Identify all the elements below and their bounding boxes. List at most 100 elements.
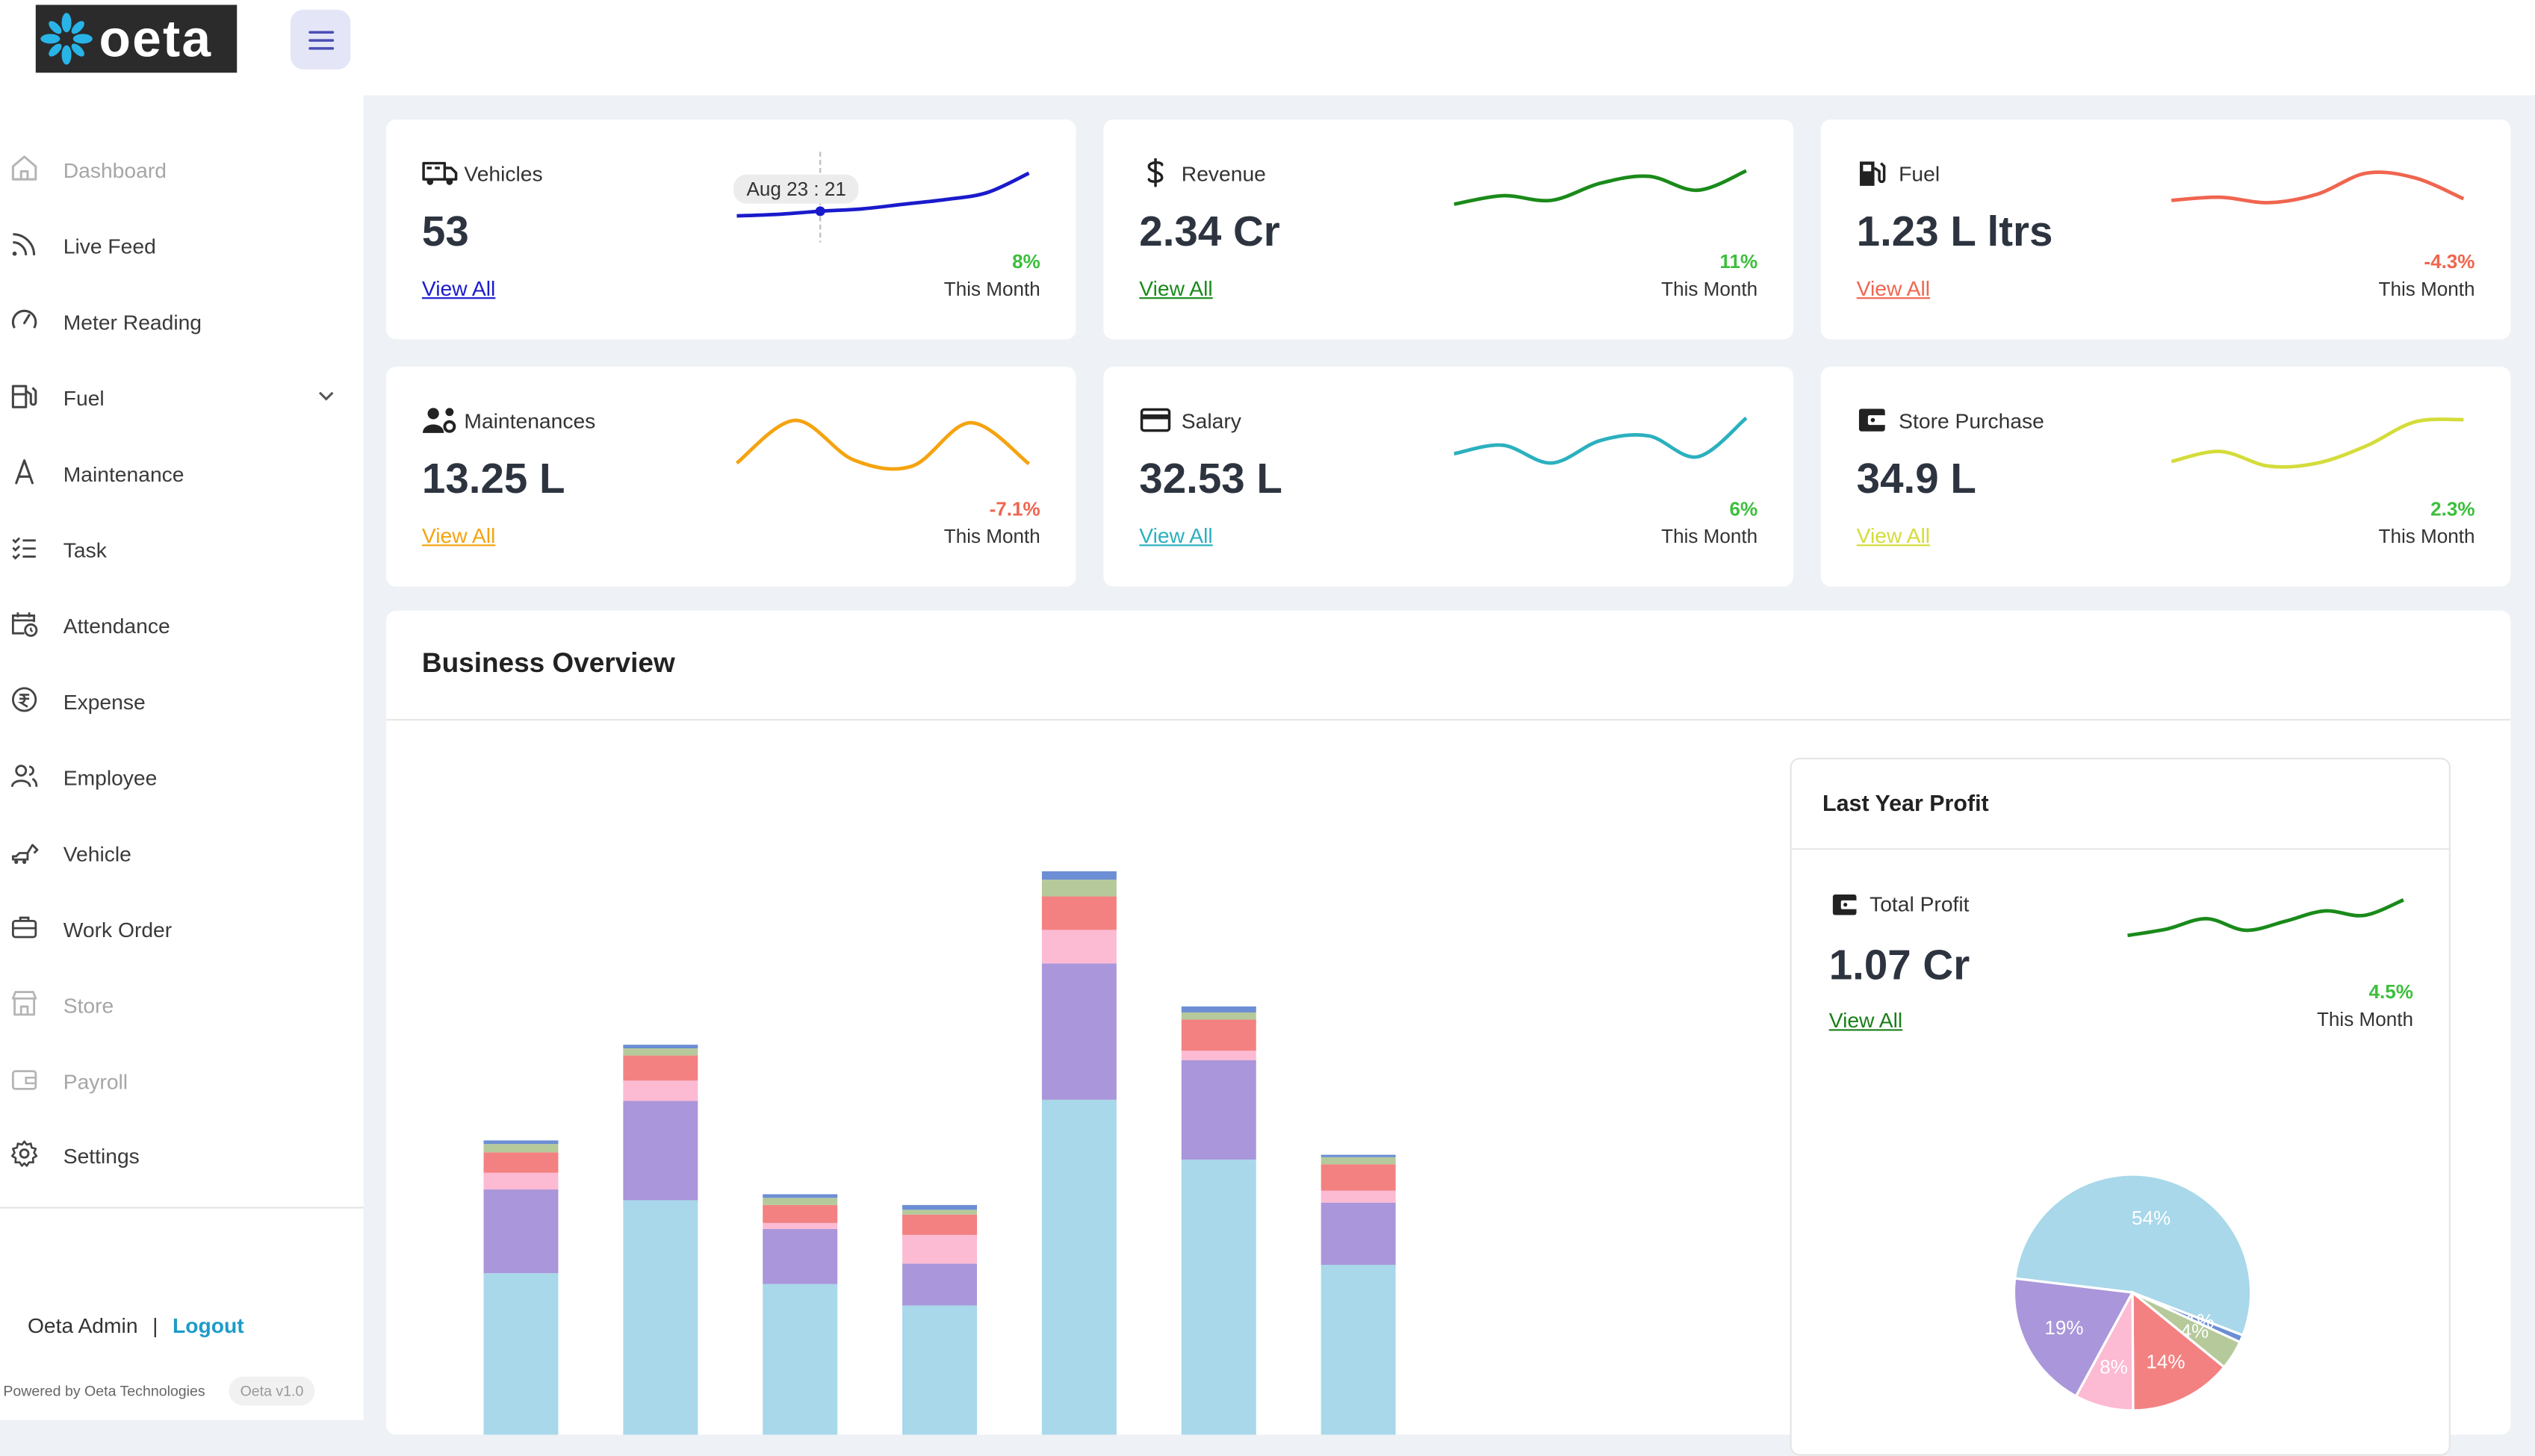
- brand-logo[interactable]: oeta: [35, 4, 238, 73]
- sparkline[interactable]: [2124, 882, 2416, 962]
- bar-segment[interactable]: [483, 1140, 559, 1145]
- bar-segment[interactable]: [1321, 1157, 1396, 1165]
- bar-segment[interactable]: [763, 1194, 838, 1198]
- brand-name: oeta: [99, 9, 213, 68]
- sparkline[interactable]: [1445, 152, 1753, 249]
- card-title: Maintenances: [464, 408, 596, 433]
- bar-segment[interactable]: [483, 1189, 559, 1274]
- bar-segment[interactable]: [1041, 930, 1117, 964]
- view-all-link[interactable]: View All: [1856, 276, 1931, 301]
- sidebar-item-label: Fuel: [63, 385, 105, 410]
- sparkline[interactable]: [2162, 399, 2470, 496]
- bar-segment[interactable]: [1181, 1060, 1256, 1160]
- home-icon: [11, 155, 37, 181]
- bar-segment[interactable]: [1041, 963, 1117, 1100]
- business-overview-chart[interactable]: [386, 611, 1782, 1435]
- bar-segment[interactable]: [902, 1210, 978, 1215]
- sidebar-item-work-order[interactable]: Work Order: [0, 897, 364, 962]
- bar-segment[interactable]: [763, 1284, 838, 1435]
- bar-segment[interactable]: [763, 1204, 838, 1223]
- view-all-link[interactable]: View All: [1828, 1008, 1903, 1033]
- sparkline[interactable]: [1445, 399, 1753, 496]
- card-value: 13.25 L: [421, 454, 565, 503]
- bar-segment[interactable]: [902, 1234, 978, 1264]
- sidebar-item-payroll[interactable]: Payroll: [0, 1048, 364, 1113]
- bar-segment[interactable]: [902, 1263, 978, 1306]
- sidebar-item-label: Payroll: [63, 1068, 128, 1093]
- bar-segment[interactable]: [623, 1055, 698, 1081]
- bar-segment[interactable]: [623, 1080, 698, 1101]
- pie-slice[interactable]: [2013, 1173, 2253, 1337]
- bar-segment[interactable]: [1321, 1154, 1396, 1157]
- bar-segment[interactable]: [1181, 1006, 1256, 1012]
- bar-segment[interactable]: [763, 1222, 838, 1229]
- bar-segment[interactable]: [902, 1214, 978, 1235]
- card-value: 2.34 Cr: [1139, 206, 1280, 255]
- bar-segment[interactable]: [1321, 1164, 1396, 1191]
- view-all-link[interactable]: View All: [421, 276, 496, 301]
- sparkline-series: [735, 418, 1031, 471]
- bar-segment[interactable]: [623, 1200, 698, 1435]
- profit-pie-chart[interactable]: 54%1%4%14%8%19%: [2002, 1163, 2262, 1422]
- bar-segment[interactable]: [1041, 1099, 1117, 1435]
- pie-slice[interactable]: [2131, 1289, 2227, 1412]
- sidebar-item-live-feed[interactable]: Live Feed: [0, 214, 364, 279]
- version-badge: Oeta v1.0: [229, 1376, 315, 1406]
- bar-segment[interactable]: [763, 1228, 838, 1284]
- bar-segment[interactable]: [1321, 1202, 1396, 1265]
- sidebar-item-settings[interactable]: Settings: [0, 1123, 364, 1188]
- gear-icon: [10, 1140, 38, 1167]
- logout-link[interactable]: Logout: [173, 1313, 244, 1338]
- sidebar-item-vehicle[interactable]: Vehicle: [0, 821, 364, 886]
- view-all-link[interactable]: View All: [421, 523, 496, 548]
- menu-toggle-button[interactable]: [290, 9, 351, 70]
- sparkline[interactable]: [727, 399, 1035, 496]
- wallet-icon: [1858, 408, 1886, 432]
- panel-title: Last Year Profit: [1822, 790, 1989, 816]
- sparkline[interactable]: [2162, 152, 2470, 249]
- bar-segment[interactable]: [483, 1172, 559, 1190]
- powered-by-text: Powered by Oeta Technologies: [3, 1383, 205, 1399]
- sidebar-item-store[interactable]: Store: [0, 973, 364, 1038]
- sparkline-series: [736, 171, 1030, 218]
- credit-card-icon: [1140, 408, 1171, 432]
- bar-segment[interactable]: [1321, 1190, 1396, 1203]
- view-all-link[interactable]: View All: [1139, 276, 1213, 301]
- sidebar-item-fuel[interactable]: Fuel: [0, 365, 364, 430]
- card-period: This Month: [943, 278, 1040, 301]
- card-title: Fuel: [1899, 161, 1940, 186]
- bar-segment[interactable]: [1321, 1264, 1396, 1435]
- gauge-icon: [11, 309, 37, 329]
- sidebar-item-label: Store: [63, 992, 114, 1018]
- bar-segment[interactable]: [763, 1198, 838, 1205]
- sidebar-item-dashboard[interactable]: Dashboard: [0, 137, 364, 202]
- bar-segment[interactable]: [623, 1048, 698, 1056]
- chevron-down-icon[interactable]: [317, 389, 336, 402]
- bar-segment[interactable]: [1181, 1012, 1256, 1020]
- bar-segment[interactable]: [1041, 871, 1117, 880]
- business-overview-panel: Business Overview Last Year Profit Total…: [386, 610, 2511, 1456]
- view-all-link[interactable]: View All: [1139, 523, 1213, 548]
- bar-segment[interactable]: [902, 1305, 978, 1435]
- sidebar-item-maintenance[interactable]: Maintenance: [0, 441, 364, 506]
- pie-slice[interactable]: [2012, 1277, 2135, 1399]
- bar-segment[interactable]: [483, 1152, 559, 1173]
- bar-segment[interactable]: [1181, 1019, 1256, 1051]
- bar-segment[interactable]: [623, 1101, 698, 1201]
- sidebar-item-task[interactable]: Task: [0, 517, 364, 582]
- sidebar-item-meter-reading[interactable]: Meter Reading: [0, 289, 364, 354]
- bar-segment[interactable]: [1041, 896, 1117, 930]
- bar-segment[interactable]: [483, 1144, 559, 1153]
- bar-segment[interactable]: [1181, 1159, 1256, 1435]
- calendar-clock-icon: [11, 612, 38, 637]
- bar-segment[interactable]: [902, 1204, 978, 1210]
- bar-segment[interactable]: [1041, 880, 1117, 897]
- bar-segment[interactable]: [623, 1045, 698, 1048]
- bar-segment[interactable]: [1181, 1051, 1256, 1061]
- bar-segment[interactable]: [483, 1273, 559, 1435]
- view-all-link[interactable]: View All: [1856, 523, 1931, 548]
- sidebar-item-employee[interactable]: Employee: [0, 745, 364, 810]
- sidebar-item-expense[interactable]: Expense: [0, 669, 364, 734]
- card-vehicles: Vehicles 53 View All 8% This Month Aug 2…: [386, 119, 1076, 340]
- sidebar-item-attendance[interactable]: Attendance: [0, 593, 364, 658]
